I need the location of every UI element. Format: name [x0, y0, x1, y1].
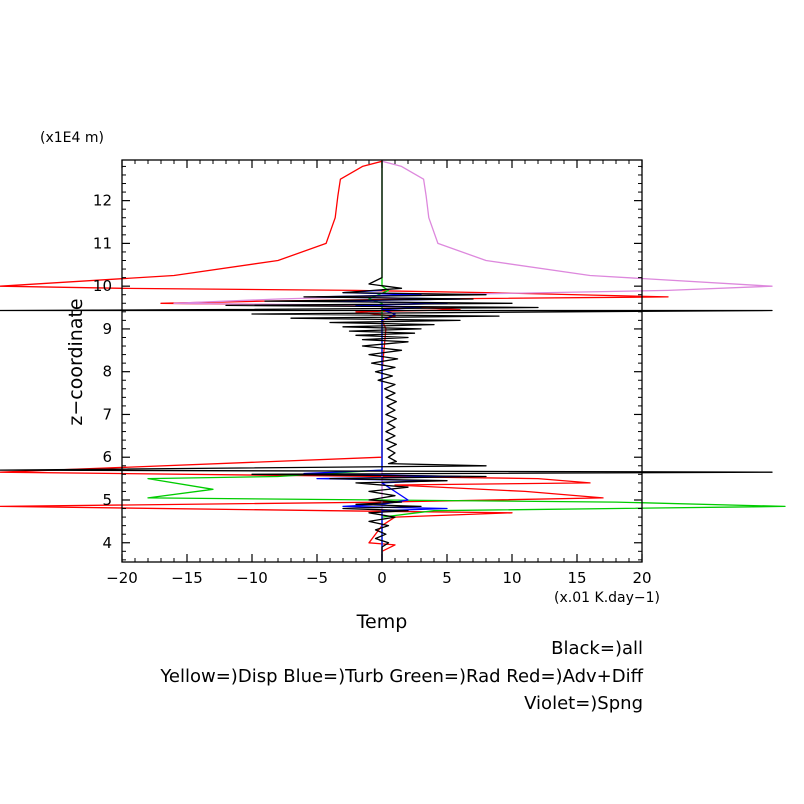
- x-tick-label: 0: [377, 569, 387, 587]
- y-tick-label: 7: [102, 405, 112, 423]
- legend-line-2: Yellow=)Disp Blue=)Turb Green=)Rad Red=)…: [159, 666, 643, 687]
- series-line-rad: [147, 160, 786, 562]
- x-tick-label: 10: [502, 569, 521, 587]
- y-tick-label: 12: [93, 192, 112, 210]
- x-tick-label: 5: [442, 569, 452, 587]
- y-tick-label: 10: [93, 277, 112, 295]
- y-tick-label: 8: [102, 363, 112, 381]
- y-tick-label: 11: [93, 234, 112, 252]
- y-tick-label: 6: [102, 448, 112, 466]
- x-tick-label: 15: [567, 569, 586, 587]
- x-tick-label: −15: [171, 569, 203, 587]
- series-line-spng: [173, 160, 773, 562]
- x-tick-label: −5: [306, 569, 328, 587]
- y-axis-label: z−coordinate: [65, 298, 87, 425]
- x-units-label: (x.01 K.day−1): [554, 590, 660, 606]
- y-tick-label: 4: [102, 534, 112, 552]
- y-units-label: (x1E4 m): [40, 130, 104, 146]
- y-tick-label: 5: [102, 491, 112, 509]
- x-tick-label: −10: [236, 569, 268, 587]
- legend-line-1: Black=)all: [551, 638, 643, 659]
- series-line-adv-diff: [0, 160, 669, 562]
- series-layer: [0, 160, 786, 562]
- series-line-all: [0, 161, 773, 562]
- series-line-turb: [303, 289, 461, 562]
- legend-line-3: Violet=)Spng: [524, 693, 643, 714]
- x-tick-label: −20: [106, 569, 138, 587]
- x-axis-label: Temp: [356, 611, 408, 633]
- x-tick-label: 20: [632, 569, 651, 587]
- y-tick-label: 9: [102, 320, 112, 338]
- ticks-layer: −20 −15 −10 −5 0 5 10 15 20 4 5 6 7 8 9 10 11 12: [93, 160, 652, 587]
